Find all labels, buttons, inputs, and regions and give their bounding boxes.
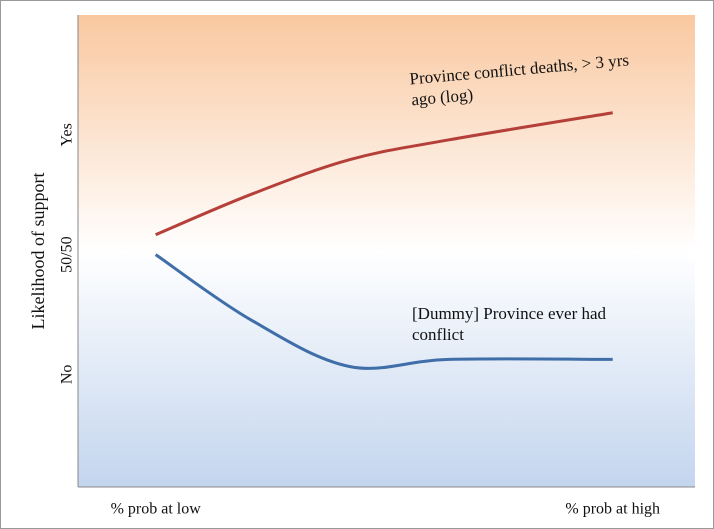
series-label: [Dummy] Province ever had conflict [412, 304, 607, 344]
y-tick-label: Yes [59, 123, 76, 146]
series-line [155, 111, 613, 237]
y-tick-label: 50/50 [59, 236, 76, 272]
series-line [154, 253, 613, 370]
y-tick-label: No [59, 365, 76, 385]
x-tick-label: % prob at low [111, 501, 202, 518]
y-axis-title: Likelihood of support [28, 173, 48, 330]
x-tick-label: % prob at high [565, 501, 660, 518]
plot-background [78, 15, 695, 487]
